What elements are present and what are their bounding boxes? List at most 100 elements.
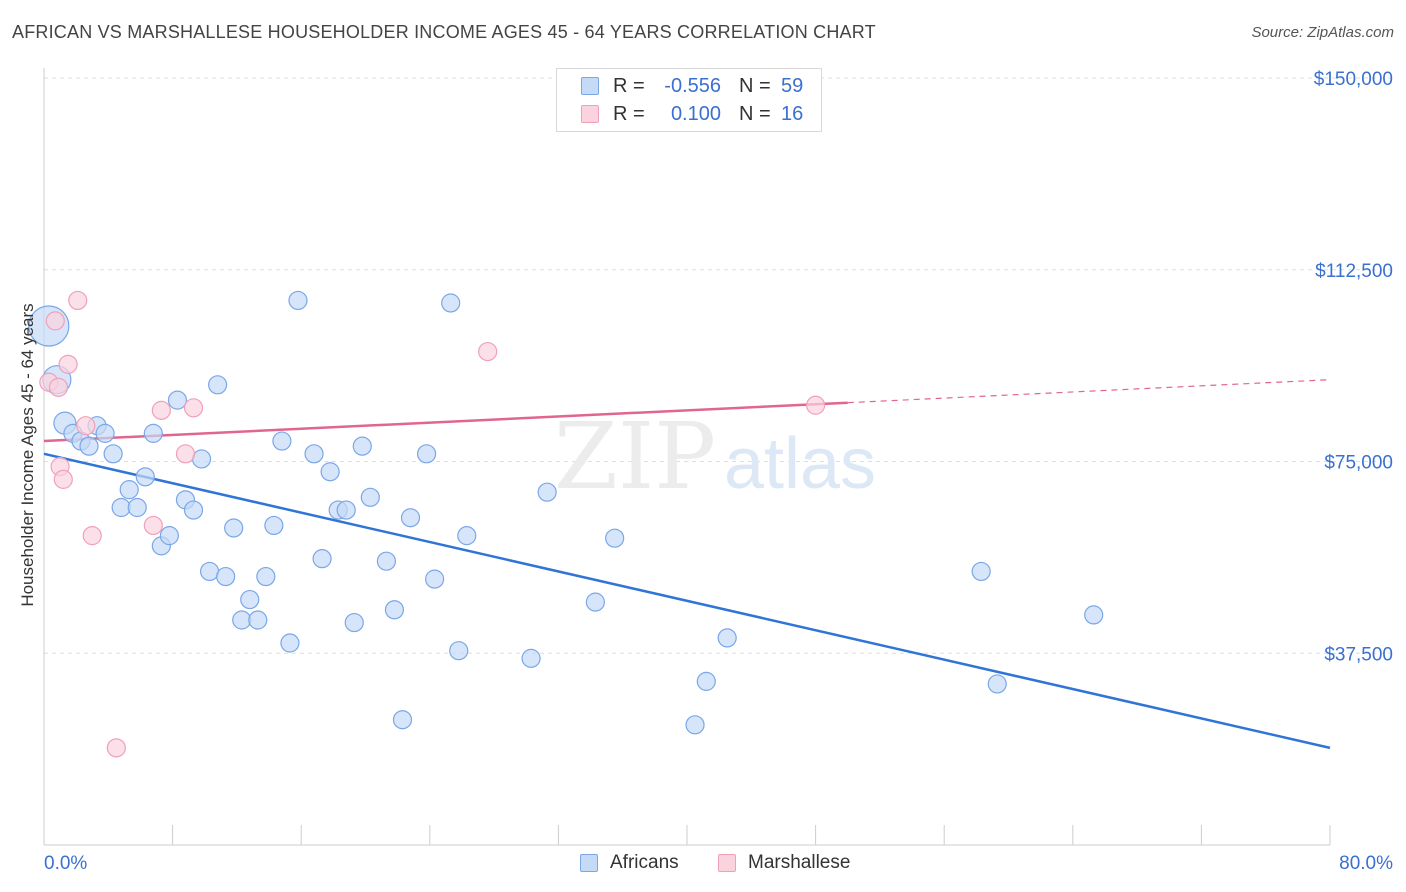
point-africans (280, 633, 300, 653)
point-marshallese (68, 290, 88, 311)
correlation-legend: R = -0.556 N = 59 R = 0.100 N = 16 (556, 68, 822, 132)
point-africans (288, 290, 308, 311)
point-africans (127, 497, 147, 518)
source-label: Source: ZipAtlas.com (1251, 24, 1394, 41)
point-africans (605, 528, 625, 548)
point-africans (224, 518, 244, 538)
point-africans (264, 515, 284, 536)
point-africans (143, 423, 163, 443)
point-africans (248, 610, 268, 630)
point-africans (256, 566, 276, 587)
point-marshallese (143, 515, 163, 536)
point-marshallese (82, 526, 102, 546)
point-marshallese (48, 377, 69, 397)
tick-labels: $37,500 $75,000 $112,500 $150,000 0.0% 80.0% (44, 69, 1393, 874)
series-swatch-africans (580, 854, 598, 872)
point-africans (441, 293, 461, 313)
point-africans (320, 462, 340, 482)
point-marshallese (45, 311, 65, 331)
point-africans (312, 549, 332, 569)
legend-r-value: -0.556 (664, 74, 721, 97)
point-africans (344, 612, 364, 633)
point-africans (449, 641, 469, 661)
point-africans (336, 500, 356, 520)
series-label-africans: Africans (610, 852, 679, 873)
point-africans (103, 444, 123, 464)
trend-line-africans (43, 452, 1331, 750)
point-africans (987, 674, 1007, 694)
point-africans (521, 648, 541, 668)
trend-lines (43, 379, 1331, 750)
point-africans (216, 566, 236, 587)
legend-n-label: N = (739, 102, 771, 125)
legend-swatch-marshallese (581, 105, 599, 123)
point-africans (416, 444, 437, 464)
point-africans (717, 628, 737, 648)
point-africans (304, 444, 324, 464)
trend-line-marshallese-extension (847, 379, 1331, 404)
watermark: ZIP atlas (554, 403, 876, 510)
point-marshallese (805, 395, 826, 415)
point-africans (1084, 605, 1104, 625)
point-africans (360, 487, 380, 507)
series-legend-marshallese[interactable]: Marshallese (718, 852, 850, 874)
point-africans (79, 436, 99, 456)
axes (43, 68, 1331, 846)
y-axis-title: Householder Income Ages 45 - 64 years (18, 303, 37, 607)
trend-line-marshallese (43, 401, 848, 443)
point-africans (971, 561, 991, 582)
point-africans (111, 497, 131, 518)
y-tick-label: $112,500 (1315, 261, 1393, 282)
point-africans (240, 589, 260, 610)
point-africans (352, 436, 372, 456)
point-africans (167, 390, 188, 410)
point-marshallese (183, 398, 204, 418)
legend-row-africans: R = -0.556 N = 59 (581, 73, 803, 99)
series-legend-africans[interactable]: Africans (580, 852, 679, 874)
point-africans (191, 449, 212, 469)
chart-title: AFRICAN VS MARSHALLESE HOUSEHOLDER INCOM… (12, 22, 876, 42)
data-points (28, 290, 1104, 758)
point-africans (376, 551, 396, 571)
legend-n-value: 59 (781, 74, 804, 97)
point-marshallese (151, 400, 171, 420)
y-tick-label: $75,000 (1324, 453, 1393, 474)
point-marshallese (53, 469, 73, 489)
point-africans (183, 500, 204, 520)
gridlines (44, 77, 1395, 654)
point-africans (199, 561, 220, 582)
legend-row-marshallese: R = 0.100 N = 16 (581, 101, 803, 127)
point-africans (208, 375, 228, 395)
point-africans (272, 431, 292, 451)
legend-n-label: N = (739, 74, 771, 97)
point-africans (685, 715, 705, 735)
point-africans (537, 482, 557, 502)
point-africans (425, 569, 445, 589)
point-africans (400, 508, 421, 528)
watermark-zip: ZIP (554, 403, 716, 510)
point-marshallese (478, 341, 498, 362)
point-africans (119, 480, 139, 500)
point-africans (696, 671, 716, 691)
series-swatch-marshallese (718, 854, 736, 872)
legend-swatch-africans (581, 77, 599, 95)
point-africans (392, 710, 413, 730)
point-africans (95, 423, 115, 443)
legend-n-value: 16 (781, 102, 804, 125)
point-africans (585, 592, 605, 612)
series-label-marshallese: Marshallese (748, 852, 851, 873)
legend-r-label: R = (613, 74, 645, 97)
point-africans (384, 600, 405, 620)
point-africans (232, 610, 252, 630)
point-marshallese (175, 444, 196, 464)
watermark-atlas: atlas (724, 424, 876, 504)
point-marshallese (76, 416, 96, 436)
y-tick-label: $150,000 (1314, 69, 1393, 90)
point-marshallese (58, 354, 78, 374)
y-tick-label: $37,500 (1324, 644, 1393, 665)
x-tick-label-max: 80.0% (1339, 853, 1393, 874)
x-tick-label-min: 0.0% (44, 853, 87, 874)
legend-r-label: R = (613, 102, 645, 125)
point-africans (457, 526, 477, 546)
